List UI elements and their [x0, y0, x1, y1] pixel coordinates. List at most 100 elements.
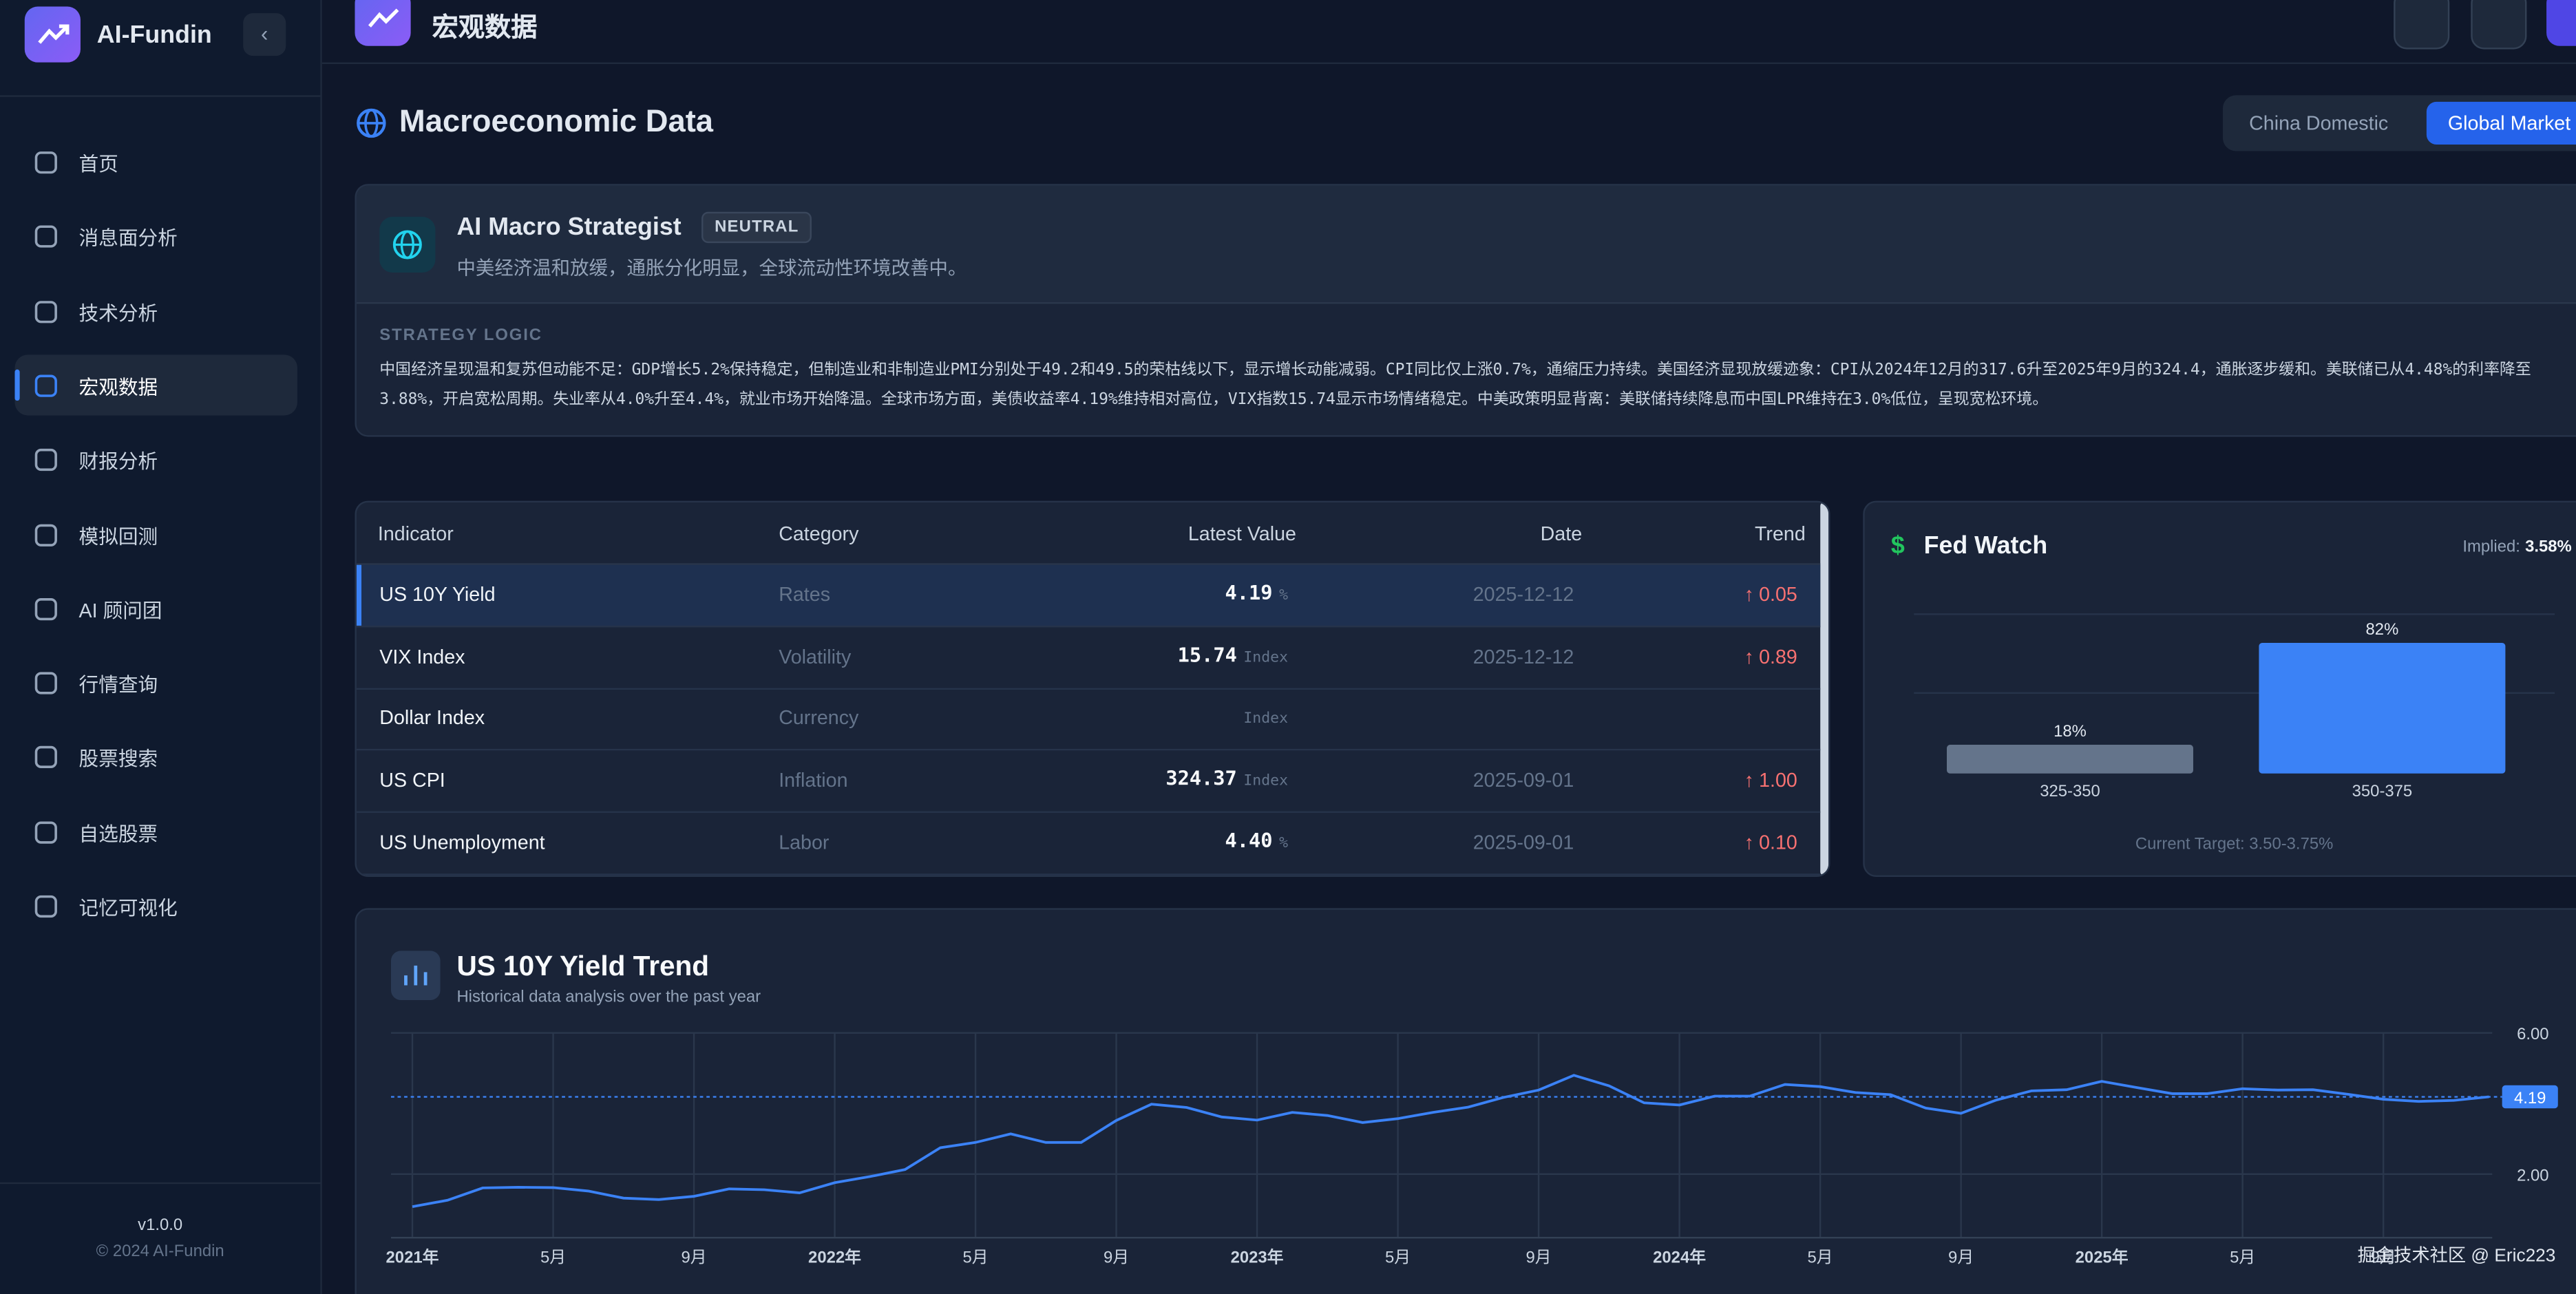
strategist-icon: [379, 216, 436, 273]
x-tick-label: 9月: [1526, 1249, 1552, 1267]
indicator-name: VIX Index: [379, 644, 465, 668]
column-header: Category: [779, 522, 859, 546]
sidebar: AI-Fundin ‹ 首页 消息面分析 技术分析 宏观数据 财报分析 模拟回测 AI 顾问…: [0, 0, 322, 1294]
date: 2025-09-01: [1472, 830, 1574, 854]
fed-watch-card: $ Fed Watch Implied: 3.58% 18% 325-350 82% 350-…: [1863, 500, 2576, 878]
nav-item[interactable]: 技术分析: [14, 280, 297, 341]
trend-arrow: ↑: [1744, 830, 1754, 854]
table-row[interactable]: US Unemployment Labor 4.40% 2025-09-01 ↑ 0.10: [356, 812, 1821, 876]
latest-value: 324.37 Index: [1165, 767, 1288, 789]
table-row[interactable]: VIX Index Volatility 15.74 Index 2025-12-12 ↑…: [356, 627, 1821, 690]
price-label: 4.19: [2514, 1089, 2546, 1107]
nav-item[interactable]: 消息面分析: [14, 206, 297, 266]
implied-value: 3.58%: [2525, 538, 2572, 556]
nav-label: 自选股票: [78, 822, 158, 845]
nav-label: 记忆可视化: [78, 896, 178, 920]
line-series: [412, 1074, 2489, 1208]
strategist-header: [356, 185, 2576, 304]
nav-label: 消息面分析: [78, 226, 178, 251]
trend: ↑ 0.05: [1744, 583, 1797, 606]
active-indicator: [14, 369, 20, 401]
nav-label: 技术分析: [78, 301, 158, 325]
table-header: [356, 502, 1821, 565]
unit: Index: [1243, 650, 1289, 666]
x-tick-label: 2024年: [1653, 1248, 1706, 1267]
scrollbar[interactable]: [1820, 502, 1829, 876]
icon-shape: [34, 820, 57, 843]
strategist-summary: 中美经济温和放缓，通胀分化明显，全球流动性环境改善中。: [456, 259, 967, 279]
latest-value: 4.19%: [1225, 582, 1288, 604]
tab[interactable]: China Domestic: [2249, 112, 2389, 135]
user-button[interactable]: [2546, 0, 2576, 46]
trend-arrow: ↑: [1744, 768, 1754, 792]
table-row[interactable]: US 10Y Yield Rates 4.19% 2025-12-12 ↑ 0.05: [356, 564, 1821, 628]
trend-value: 0.10: [1759, 830, 1797, 854]
nav-label: AI 顾问团: [78, 599, 162, 622]
table-row[interactable]: Dollar Index Currency Index: [356, 689, 1821, 752]
x-tick-label: 2022年: [808, 1248, 861, 1267]
trend-arrow: ↑: [1744, 582, 1754, 606]
date: 2025-12-12: [1472, 644, 1574, 668]
nav-item[interactable]: 模拟回测: [14, 503, 297, 564]
trend: ↑ 1.00: [1744, 769, 1797, 792]
bar: [2259, 642, 2506, 774]
nav-icon: [34, 151, 57, 174]
fed-watch-chart: $ Fed Watch Implied: 3.58% 18% 325-350 82% 350-…: [1891, 531, 2572, 853]
trend: ↑ 0.10: [1744, 831, 1797, 853]
indicator-name: US 10Y Yield: [379, 582, 496, 606]
indicator-name: US CPI: [379, 768, 445, 792]
x-tick-label: 5月: [1385, 1249, 1411, 1267]
chart-title: US 10Y Yield Trend: [456, 950, 709, 982]
icon-shape: [34, 374, 57, 397]
nav-label: 行情查询: [78, 673, 158, 697]
value-label: 18%: [2054, 722, 2087, 741]
value: 15.74: [1177, 643, 1237, 666]
nav-icon: [34, 523, 57, 546]
tab-group: China Domestic Global Market: [2222, 95, 2576, 151]
nav-icon: [34, 300, 57, 323]
nav-item[interactable]: 自选股票: [14, 801, 297, 862]
nav-item[interactable]: 财报分析: [14, 429, 297, 489]
nav-item[interactable]: 首页: [14, 131, 297, 192]
globe-icon: [357, 108, 386, 138]
nav-item[interactable]: 记忆可视化: [14, 876, 297, 936]
column-header: Latest Value: [1187, 522, 1296, 546]
notification-button[interactable]: [2394, 0, 2450, 50]
nav-icon: [34, 374, 57, 397]
version: v1.0.0: [138, 1216, 183, 1235]
collapse-button[interactable]: ‹: [243, 13, 286, 56]
dollar-icon: $: [1891, 531, 1905, 559]
trend-value: 0.89: [1759, 644, 1797, 668]
y-tick-label: 6.00: [2517, 1025, 2548, 1043]
unit: Index: [1243, 773, 1289, 790]
settings-button[interactable]: [2471, 0, 2527, 50]
stance-badge: NEUTRAL: [701, 211, 812, 244]
strategist-title: AI Macro Strategist: [456, 213, 682, 242]
nav-item[interactable]: 股票搜索: [14, 726, 297, 787]
yield-trend-chart: US 10Y Yield Trend Historical data analys…: [386, 950, 2558, 1267]
indicator-table: Indicator Category Latest Value Date Trend US…: [355, 500, 1830, 878]
trend: ↑ 0.89: [1744, 645, 1797, 668]
nav-icon: [34, 820, 57, 843]
divider: [0, 1182, 321, 1185]
x-tick-label: 9月: [1948, 1249, 1974, 1267]
nav-item[interactable]: 行情查询: [14, 652, 297, 712]
unit: %: [1279, 588, 1289, 604]
x-tick-label: 5月: [540, 1249, 566, 1267]
globe-icon: [392, 230, 422, 259]
nav-icon: [34, 672, 57, 694]
nav-item[interactable]: 宏观数据: [14, 354, 297, 416]
value: 324.37: [1165, 767, 1237, 790]
category: Volatility: [779, 644, 852, 668]
column-header: Trend: [1755, 522, 1806, 546]
trend-value: 0.05: [1759, 582, 1797, 606]
icon-shape: [34, 672, 57, 694]
tab[interactable]: Global Market: [2426, 101, 2576, 145]
nav-item[interactable]: AI 顾问团: [14, 577, 297, 638]
nav-icon: [34, 746, 57, 769]
latest-value: 15.74 Index: [1178, 643, 1288, 666]
table-row[interactable]: US CPI Inflation 324.37 Index 2025-09-01 ↑ 1.0…: [356, 751, 1821, 814]
date: 2025-09-01: [1472, 768, 1574, 792]
column-header: Indicator: [377, 522, 454, 546]
